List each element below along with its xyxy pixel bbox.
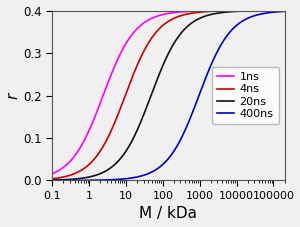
1ns xyxy=(150,17,153,20)
4ns xyxy=(77,170,81,173)
400ns xyxy=(278,10,282,13)
4ns xyxy=(283,9,286,12)
Y-axis label: r: r xyxy=(6,92,21,99)
20ns xyxy=(140,119,143,122)
X-axis label: M / kDa: M / kDa xyxy=(140,206,197,222)
Line: 400ns: 400ns xyxy=(52,11,284,180)
Line: 4ns: 4ns xyxy=(52,11,284,179)
20ns xyxy=(283,9,286,12)
4ns xyxy=(253,9,257,12)
Line: 1ns: 1ns xyxy=(52,11,284,174)
20ns xyxy=(91,175,94,178)
1ns xyxy=(283,9,286,12)
400ns xyxy=(77,179,81,182)
20ns xyxy=(150,93,153,96)
4ns xyxy=(51,177,54,180)
400ns xyxy=(140,175,143,177)
20ns xyxy=(278,9,282,12)
20ns xyxy=(51,179,54,181)
1ns xyxy=(77,148,81,151)
400ns xyxy=(91,179,94,182)
400ns xyxy=(283,10,286,13)
Line: 20ns: 20ns xyxy=(52,11,284,180)
400ns xyxy=(150,171,153,174)
1ns xyxy=(278,9,282,12)
4ns xyxy=(150,37,153,40)
20ns xyxy=(253,10,257,12)
400ns xyxy=(253,14,257,17)
4ns xyxy=(278,9,282,12)
4ns xyxy=(140,55,143,57)
1ns xyxy=(140,23,143,26)
1ns xyxy=(91,121,94,124)
20ns xyxy=(77,177,81,180)
4ns xyxy=(91,160,94,162)
Legend: 1ns, 4ns, 20ns, 400ns: 1ns, 4ns, 20ns, 400ns xyxy=(212,67,279,124)
1ns xyxy=(51,172,54,175)
400ns xyxy=(51,179,54,182)
1ns xyxy=(253,9,257,12)
